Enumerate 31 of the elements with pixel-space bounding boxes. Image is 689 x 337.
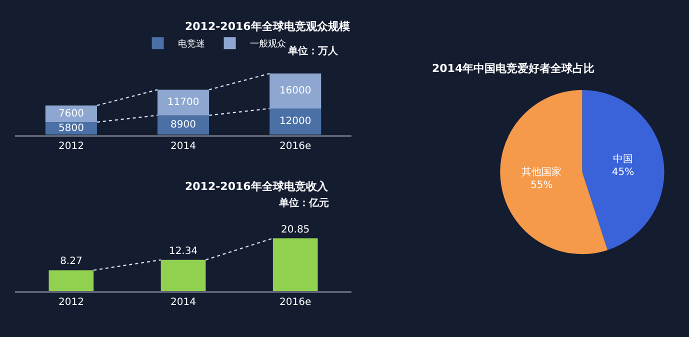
legend-label: 电竞迷	[178, 38, 205, 50]
chart-title: 2012-2016年全球电竞收入	[185, 180, 329, 193]
data-label: 7600	[58, 108, 84, 120]
data-label: 8900	[170, 120, 196, 131]
bar	[270, 108, 322, 135]
pie-slice	[500, 90, 608, 254]
data-label: 5800	[58, 122, 84, 134]
text: 单位：万人	[287, 45, 339, 57]
x-tick-label: 2014	[170, 297, 196, 308]
data-label: 12.34	[168, 246, 198, 257]
chart-title: 2012-2016年全球电竞观众规模	[185, 20, 351, 33]
slice-label: 其他国家	[522, 166, 562, 178]
x-tick-label: 2014	[170, 140, 196, 152]
bar	[270, 74, 322, 109]
slice-label: 中国	[612, 153, 633, 166]
data-label: 11700	[167, 97, 200, 108]
x-tick-label: 2012	[58, 140, 84, 152]
data-label: 55%	[530, 180, 553, 191]
x-tick-label: 2016e	[280, 140, 312, 152]
x-tick-label: 2012	[58, 297, 84, 308]
data-label: 8.27	[60, 256, 82, 268]
data-label: 12000	[279, 116, 312, 128]
data-label: 45%	[612, 167, 634, 178]
chart-title: 2014年中国电竞爱好者全球占比	[432, 62, 595, 75]
data-label: 16000	[279, 86, 312, 97]
legend-label: 一般观众	[250, 38, 286, 50]
pie-slice	[582, 90, 664, 250]
bar	[158, 90, 210, 116]
x-tick-label: 2016e	[280, 297, 312, 308]
text: 单位：亿元	[278, 197, 329, 209]
data-label: 20.85	[281, 224, 310, 236]
